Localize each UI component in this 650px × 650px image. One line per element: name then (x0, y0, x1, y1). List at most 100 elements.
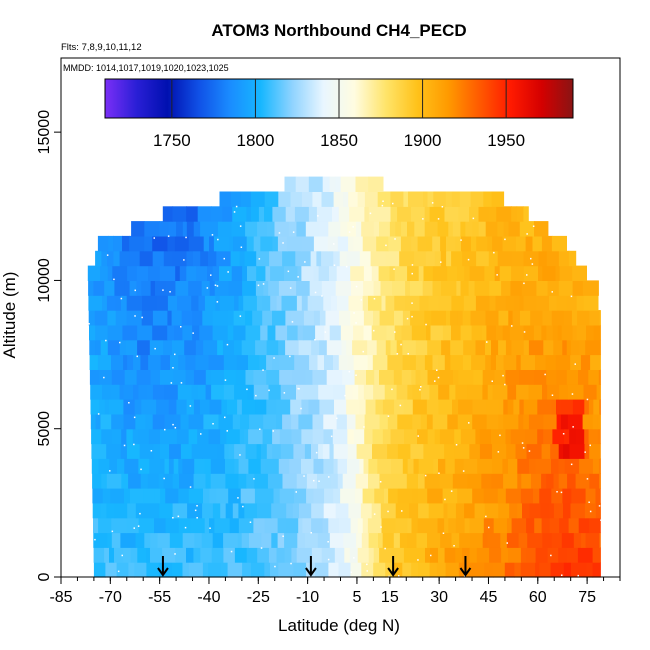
heatmap-cell (259, 354, 267, 370)
heatmap-cell (220, 502, 227, 519)
data-gap-speck (355, 322, 357, 324)
heatmap-cell (262, 310, 273, 326)
heatmap-cell (108, 399, 124, 415)
heatmap-cell (333, 354, 340, 370)
heatmap-cell (475, 295, 490, 311)
heatmap-cell (476, 250, 490, 267)
heatmap-cell (290, 399, 302, 415)
heatmap-cell (355, 221, 362, 237)
heatmap-cell (168, 458, 175, 474)
heatmap-cell (120, 532, 137, 548)
heatmap-cell (158, 473, 165, 489)
data-gap-speck (88, 323, 90, 325)
heatmap-cell (321, 280, 337, 296)
heatmap-cell (427, 191, 434, 207)
heatmap-cell (135, 532, 145, 548)
heatmap-cell (164, 413, 175, 430)
data-gap-speck (600, 519, 602, 521)
data-gap-speck (419, 389, 421, 391)
heatmap-cell (504, 562, 515, 578)
heatmap-cell (582, 280, 599, 296)
heatmap-cell (496, 206, 512, 222)
heatmap-cell (377, 191, 387, 207)
heatmap-cell (349, 547, 359, 563)
heatmap-cell (399, 250, 415, 267)
heatmap-cell (393, 369, 403, 385)
heatmap-cell (302, 324, 316, 341)
heatmap-cell (292, 502, 300, 519)
data-gap-speck (380, 526, 382, 528)
heatmap-cell (92, 473, 102, 489)
heatmap-cell (532, 235, 543, 252)
heatmap-cell (410, 280, 424, 296)
heatmap-cell (137, 547, 147, 563)
data-gap-speck (123, 444, 126, 447)
heatmap-cell (535, 458, 552, 474)
data-gap-speck (353, 312, 355, 314)
heatmap-cell (89, 339, 96, 356)
heatmap-cell (106, 295, 117, 311)
heatmap-cell (329, 265, 338, 281)
heatmap-cell (152, 235, 168, 252)
heatmap-cell (182, 458, 195, 474)
heatmap-cell (505, 369, 520, 385)
heatmap-cell (212, 265, 220, 281)
data-gap-speck (400, 343, 402, 346)
heatmap-cell (230, 191, 242, 207)
heatmap-cell (227, 562, 243, 578)
heatmap-cell (368, 458, 378, 474)
heatmap-cell (384, 488, 389, 504)
heatmap-cell (442, 324, 452, 341)
heatmap-cell (426, 235, 433, 252)
heatmap-cell (505, 428, 512, 445)
heatmap-cell (471, 354, 486, 370)
heatmap-cell (562, 488, 572, 504)
heatmap-cell (521, 473, 532, 489)
heatmap-cell (175, 547, 187, 563)
heatmap-cell (568, 384, 584, 400)
heatmap-cell (165, 517, 180, 534)
heatmap-cell (520, 562, 536, 578)
heatmap-cell (238, 473, 247, 489)
heatmap-cell (410, 206, 426, 222)
heatmap-cell (388, 488, 399, 504)
heatmap-cell (175, 265, 181, 281)
heatmap-cell (301, 428, 314, 445)
heatmap-cell (340, 488, 356, 504)
heatmap-cell (355, 176, 369, 192)
heatmap-cell (376, 235, 389, 252)
heatmap-cell (321, 191, 335, 207)
data-gap-speck (532, 225, 535, 227)
data-gap-speck (153, 237, 155, 239)
heatmap-cell (556, 369, 568, 385)
heatmap-cell (444, 443, 456, 459)
heatmap-cell (255, 399, 267, 415)
heatmap-cell (468, 280, 476, 296)
heatmap-cell (223, 532, 239, 548)
heatmap-cell (289, 458, 302, 474)
heatmap-cell (566, 295, 578, 311)
heatmap-cell (469, 547, 478, 563)
heatmap-cell (364, 428, 374, 445)
data-gap-speck (330, 435, 333, 438)
heatmap-cell (424, 354, 434, 370)
heatmap-cell (570, 354, 582, 370)
colorbar-tick-label: 1800 (237, 131, 275, 150)
heatmap-cell (237, 399, 243, 415)
heatmap-cell (399, 532, 408, 548)
heatmap-cell (248, 428, 264, 445)
data-gap-speck (353, 557, 355, 559)
heatmap-cell (241, 339, 256, 356)
heatmap-cell (140, 354, 149, 370)
heatmap-cell (308, 206, 318, 222)
heatmap-cell (572, 280, 584, 296)
heatmap-cell (348, 295, 364, 311)
heatmap-cell (391, 458, 404, 474)
heatmap-cell (157, 295, 169, 311)
heatmap-cell (508, 221, 521, 237)
heatmap-cell (328, 562, 340, 578)
heatmap-cell (253, 235, 261, 252)
data-gap-speck (362, 350, 364, 353)
heatmap-cell (494, 369, 506, 385)
heatmap-cell (128, 562, 135, 578)
